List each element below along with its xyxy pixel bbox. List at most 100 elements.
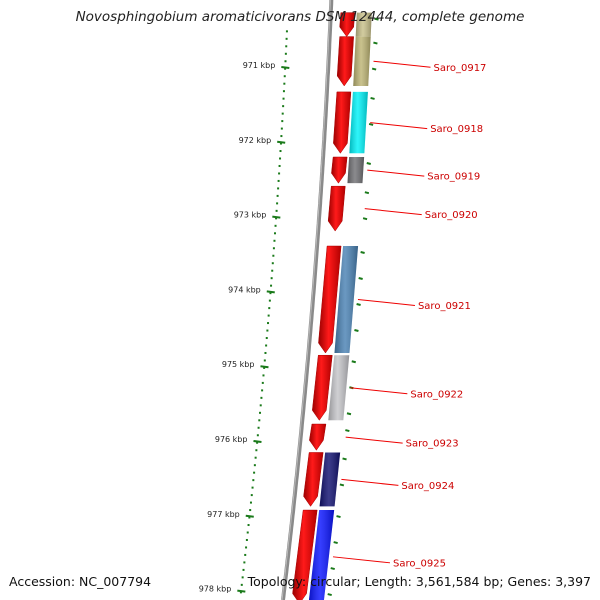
scale-dot [265,344,268,347]
kbp-tick [253,440,262,443]
scale-dot [282,105,285,108]
scale-dot [251,486,254,489]
gene-label[interactable]: Saro_0918 [430,124,483,135]
scale-dot [250,494,253,497]
gene-saro-0924[interactable] [303,452,347,507]
scale-dot [258,419,261,422]
scale-dot [245,538,248,541]
gene-function-block-shade [328,355,350,421]
scale-dot [267,314,270,317]
gene-label[interactable]: Saro_0919 [427,172,480,183]
gene-saro-0920[interactable] [327,185,370,232]
scale-dot [265,337,268,340]
gene-label[interactable]: Saro_0924 [401,481,454,492]
gene-label[interactable]: Saro_0920 [425,210,478,221]
gene-label-line [364,208,422,216]
outer-tick [351,360,356,364]
outer-tick [345,429,350,433]
gene-arrow[interactable] [312,354,333,421]
scale-dot [274,224,277,227]
gene-saro-0919[interactable] [331,156,371,184]
scale-dot [281,112,284,115]
outer-tick [362,217,368,221]
gene-arrow[interactable] [331,156,348,184]
kbp-tick-label: 978 kbp [199,585,232,594]
gene-function-block-shade [355,12,372,37]
kbp-tick [266,290,275,294]
gene-arrow[interactable] [303,452,324,507]
scale-dot [285,37,288,40]
outer-tick [356,303,361,306]
scale-dot [263,359,266,362]
scale-dot [282,90,285,93]
gene-arrow[interactable] [309,423,327,451]
scale-dot [278,172,281,175]
gene-saro-0917[interactable] [336,36,378,87]
scale-dot [241,576,244,579]
scale-dot [268,307,271,310]
scale-dot [243,561,246,564]
gene-arrow[interactable] [327,185,346,232]
gene-arrow[interactable] [339,12,356,37]
scale-dot [260,396,263,399]
scale-dot [253,464,256,467]
gene-saro-0925[interactable] [292,509,341,600]
scale-dot [279,157,282,160]
gene-arrow[interactable] [333,91,352,154]
scale-dot [283,75,286,78]
kbp-tick [272,215,281,219]
scale-dot [284,67,287,70]
gene-saro-0918[interactable] [333,91,375,154]
gene-arrow[interactable] [336,36,354,87]
scale-dot [277,187,280,190]
outer-tick [370,96,375,100]
gene-arrow[interactable] [292,509,318,600]
gene-label-line [373,60,431,68]
scale-dot [268,299,271,302]
gene-label-line [367,169,425,177]
kbp-tick [260,365,269,369]
topology-text: Topology: circular; Length: 3,561,584 bp… [247,574,591,589]
gene-label[interactable]: Saro_0922 [410,389,463,400]
scale-dot [242,568,245,571]
gene-label[interactable]: Saro_0925 [393,558,446,569]
scale-dot [256,434,259,437]
outer-tick [330,567,335,571]
outer-tick [354,329,359,332]
gene-label-line [345,436,403,444]
gene-saro-0921[interactable] [318,245,365,354]
kbp-tick-label: 975 kbp [222,360,255,369]
gene-function-block-shade [308,510,335,600]
scale-dot [277,179,280,182]
gene-saro-0923[interactable] [309,423,350,451]
scale-dot [249,501,252,504]
outer-tick [333,541,338,545]
scale-dot [278,164,281,167]
gene-arrow[interactable] [318,245,342,354]
scale-dot [282,97,285,100]
scale-dot [271,269,274,272]
scale-dot [273,239,276,242]
scale-dot [276,194,279,197]
outer-tick [336,515,341,519]
gene-label[interactable]: Saro_0921 [418,301,471,312]
gene-label-line [341,478,399,486]
scale-dot [266,329,269,332]
scale-dot [261,381,264,384]
scale-dot [267,322,270,325]
gene-unlabeled[interactable] [339,12,379,37]
outer-tick [360,251,365,254]
outer-tick [346,412,352,416]
gene-label-line [350,387,408,395]
scale-dot [284,60,287,63]
scale-dot [271,262,274,265]
accession-text: Accession: NC_007794 [9,574,152,589]
outer-tick [364,191,370,195]
outer-tick [366,162,371,165]
outer-tick [358,277,363,280]
outer-tick [368,122,374,126]
gene-label[interactable]: Saro_0923 [406,439,459,450]
gene-saro-0922[interactable] [312,354,356,421]
gene-label[interactable]: Saro_0917 [433,63,486,74]
